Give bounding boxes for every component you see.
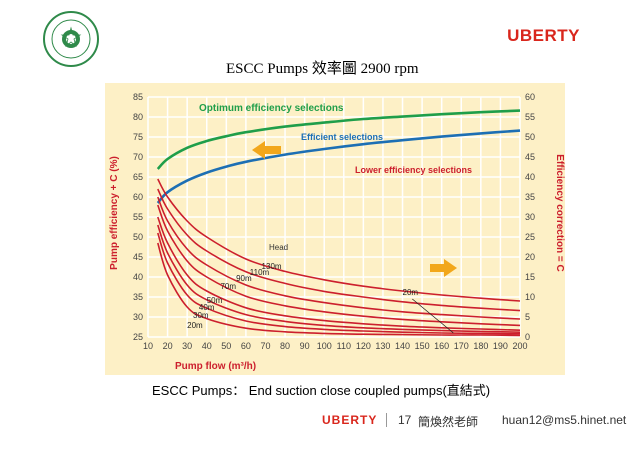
x-tick-label: 120	[356, 341, 371, 351]
slide-title: ESCC Pumps 效率圖 2900 rpm	[226, 61, 419, 77]
lower-annotation: Lower efficiency selections	[355, 165, 472, 175]
y2-tick-label: 10	[525, 292, 535, 302]
contact-email: huan12@ms5.hinet.net	[502, 413, 627, 427]
x-tick-label: 150	[415, 341, 430, 351]
head-label-20m: 20m	[187, 321, 203, 330]
head-label-90m: 90m	[236, 274, 252, 283]
y2-tick-label: 35	[525, 192, 535, 202]
y-tick-label: 65	[133, 172, 143, 182]
y2-tick-label: 45	[525, 152, 535, 162]
y2-tick-label: 55	[525, 112, 535, 122]
y2-tick-label: 15	[525, 272, 535, 282]
head-label-30m: 30m	[193, 311, 209, 320]
x-tick-label: 110	[337, 341, 351, 351]
x-tick-label: 30	[182, 341, 192, 351]
slide-caption: ESCC Pumps： End suction close coupled pu…	[152, 383, 491, 398]
head-curve-70m	[157, 204, 521, 327]
y2-tick-label: 25	[525, 232, 535, 242]
teacher-name: 簡煥然老師	[418, 415, 479, 429]
head-curve-50m	[157, 216, 521, 331]
y-tick-label: 40	[133, 272, 143, 282]
x-tick-label: 60	[241, 341, 251, 351]
head-label-50m: 50m	[207, 296, 223, 305]
efficient-annotation: Efficient selections	[301, 132, 383, 142]
y-tick-label: 80	[133, 112, 143, 122]
head-curve-40m	[157, 224, 521, 333]
x-axis-label: Pump flow (m³/h)	[175, 361, 256, 372]
chart-grid	[147, 96, 521, 338]
y-tick-label: 75	[133, 132, 143, 142]
x-tick-label: 100	[317, 341, 332, 351]
head-label-110m: 110m	[250, 268, 270, 277]
y2-tick-label: 30	[525, 212, 535, 222]
head-curve-30m	[157, 232, 521, 335]
optimum-annotation: Optimum efficiency selections	[199, 103, 344, 114]
x-tick-label: 190	[493, 341, 508, 351]
y2-tick-label: 60	[525, 92, 535, 102]
y-tick-label: 30	[133, 312, 143, 322]
y-tick-label: 70	[133, 152, 143, 162]
chart-ticks: 10 20 30 40 50 60 70 80 90 100 110 120 130 140 150 160 1…	[133, 92, 535, 351]
y-tick-label: 25	[133, 332, 143, 342]
brand-logo: UBERTY	[507, 26, 580, 45]
x-tick-label: 50	[221, 341, 231, 351]
head-label-20m-right: 20m	[403, 288, 419, 297]
university-logo	[43, 11, 99, 67]
y2-tick-label: 5	[525, 312, 530, 322]
head-label-pointer	[412, 298, 454, 334]
x-tick-label: 170	[454, 341, 469, 351]
head-curve-110m	[157, 188, 521, 312]
y-tick-label: 85	[133, 92, 143, 102]
head-curve-90m	[157, 196, 521, 320]
efficiency-chart: 10 20 30 40 50 60 70 80 90 100 110 120 130 140 150 160 1…	[109, 92, 565, 372]
y2-tick-label: 20	[525, 252, 535, 262]
head-label-70m: 70m	[220, 282, 236, 291]
left-arrow-icon	[252, 141, 281, 159]
y2-tick-label: 50	[525, 132, 535, 142]
x-tick-label: 180	[473, 341, 488, 351]
x-tick-label: 20	[163, 341, 173, 351]
y-axis-label: Pump efficiency + C (%)	[109, 156, 120, 270]
x-tick-label: 160	[434, 341, 449, 351]
y-tick-label: 35	[133, 292, 143, 302]
footer-brand: UBERTY	[322, 413, 378, 427]
y-tick-label: 50	[133, 232, 143, 242]
footer-divider	[386, 413, 387, 427]
chart-lines	[156, 109, 521, 337]
y2-axis-label: Efficiency correction = C	[554, 154, 565, 272]
x-tick-label: 80	[280, 341, 290, 351]
y2-tick-label: 0	[525, 332, 530, 342]
x-tick-label: 10	[143, 341, 153, 351]
head-label-40m: 40m	[199, 303, 215, 312]
x-tick-label: 90	[300, 341, 310, 351]
y-tick-label: 45	[133, 252, 143, 262]
head-annotation: Head	[269, 243, 288, 252]
head-curve-130m	[157, 178, 521, 302]
x-tick-label: 40	[202, 341, 212, 351]
x-tick-label: 130	[375, 341, 390, 351]
y-tick-label: 55	[133, 212, 143, 222]
x-tick-label: 70	[260, 341, 270, 351]
y-tick-label: 60	[133, 192, 143, 202]
optimum-efficiency-line	[156, 109, 521, 170]
head-curve-20m	[157, 242, 521, 337]
right-arrow-icon	[430, 259, 457, 277]
x-tick-label: 200	[512, 341, 527, 351]
head-label-130m: 130m	[262, 262, 282, 271]
page-number: 17	[398, 413, 412, 427]
x-tick-label: 140	[395, 341, 410, 351]
efficient-selection-line	[156, 129, 521, 204]
y2-tick-label: 40	[525, 172, 535, 182]
